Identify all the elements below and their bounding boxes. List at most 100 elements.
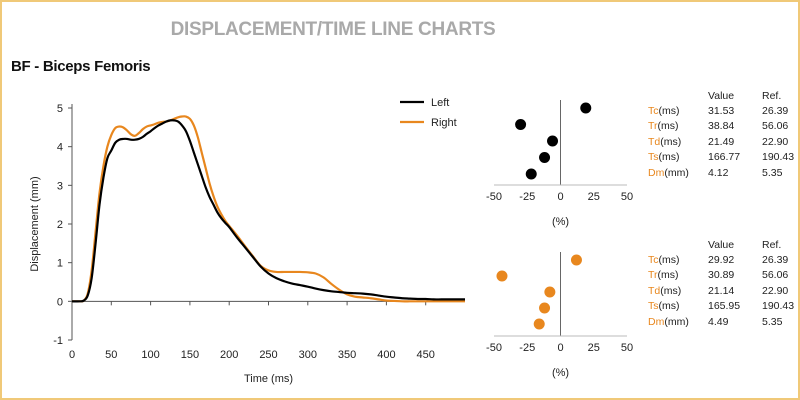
param-label: Ts: [648, 151, 659, 164]
series-line-right: [71, 115, 465, 303]
scatter-point-ts: [539, 152, 551, 163]
table-row: Ts(ms) 166.77 190.43: [648, 150, 794, 166]
y-tick-label: 1: [57, 258, 63, 270]
value-cell: 4.49: [708, 315, 729, 328]
legend-label-right: Right: [431, 117, 457, 129]
x-tick-label: 100: [141, 349, 159, 361]
y-tick-label: 0: [57, 296, 63, 308]
x-tick-label: 350: [338, 349, 356, 361]
scatter-tick-label: -50: [486, 191, 502, 203]
param-label: Tc: [648, 104, 659, 117]
table-row: Tr(ms) 30.89 56.06: [648, 268, 794, 284]
scatter-point-ts: [539, 302, 551, 314]
unit-label: (ms): [658, 151, 680, 164]
ref-cell: 56.06: [762, 120, 789, 133]
table-header-row: Value Ref.: [648, 88, 794, 103]
value-cell: 4.12: [708, 166, 729, 179]
y-tick-label: 5: [57, 103, 63, 115]
table-row: Td(ms) 21.14 22.90: [648, 283, 794, 299]
table-row: Dm(mm) 4.12 5.35: [648, 165, 794, 181]
scatter-left-x-label: (%): [552, 216, 569, 228]
x-tick-label: 400: [377, 349, 395, 361]
x-tick-label: 50: [105, 349, 117, 361]
y-tick-label: -1: [53, 335, 63, 347]
y-tick-label: 4: [57, 142, 63, 154]
value-cell: 165.95: [708, 300, 741, 313]
stats-table-right: Value Ref. Tc(ms) 29.92 26.39 Tr(ms) 30.…: [648, 237, 794, 330]
unit-label: (mm): [664, 166, 689, 179]
ref-cell: 56.06: [762, 269, 789, 282]
page-title: DISPLACEMENT/TIME LINE CHARTS: [170, 19, 496, 40]
x-tick-label: 150: [181, 349, 199, 361]
value-cell: 166.77: [708, 151, 741, 164]
scatter-left: (%) -50 -25 0 25 50: [486, 100, 633, 228]
stats-table-left: Value Ref. Tc(ms) 31.53 26.39 Tr(ms) 38.…: [648, 88, 794, 181]
scatter-point-tr: [515, 119, 527, 130]
param-label: Tc: [648, 253, 659, 266]
scatter-tick-label: 25: [588, 342, 600, 354]
unit-label: (ms): [660, 135, 682, 148]
ref-cell: 26.39: [762, 104, 789, 117]
series-line-left: [71, 119, 465, 303]
ref-header: Ref.: [762, 238, 782, 251]
unit-label: (ms): [658, 300, 680, 313]
x-tick-label: 300: [299, 349, 317, 361]
scatter-tick-label: 0: [557, 191, 563, 203]
x-tick-label: 200: [220, 349, 238, 361]
value-header: Value: [708, 89, 735, 102]
scatter-right-x-label: (%): [552, 367, 569, 379]
scatter-point-tc: [570, 254, 582, 266]
y-tick-label: 2: [57, 219, 63, 231]
table-row: Ts(ms) 165.95 190.43: [648, 299, 794, 315]
ref-cell: 5.35: [762, 315, 783, 328]
scatter-tick-label: 50: [621, 191, 633, 203]
unit-label: (mm): [664, 315, 689, 328]
ref-cell: 22.90: [762, 135, 789, 148]
section-title: BF - Biceps Femoris: [11, 58, 151, 75]
value-cell: 21.14: [708, 284, 735, 297]
x-tick-label: 450: [417, 349, 435, 361]
y-axis-label: Displacement (mm): [29, 176, 41, 271]
param-label: Tr: [648, 120, 658, 133]
table-row: Td(ms) 21.49 22.90: [648, 134, 794, 150]
value-cell: 29.92: [708, 253, 735, 266]
value-cell: 21.49: [708, 135, 735, 148]
ref-cell: 26.39: [762, 253, 789, 266]
table-row: Tc(ms) 29.92 26.39: [648, 252, 794, 268]
value-cell: 30.89: [708, 269, 735, 282]
scatter-point-tr: [496, 270, 508, 282]
param-label: Tr: [648, 269, 658, 282]
param-label: Td: [648, 135, 661, 148]
table-row: Tr(ms) 38.84 56.06: [648, 119, 794, 135]
scatter-tick-label: 0: [557, 342, 563, 354]
scatter-tick-label: 25: [588, 191, 600, 203]
x-tick-label: 0: [69, 349, 75, 361]
param-label: Dm: [648, 315, 665, 328]
table-row: Tc(ms) 31.53 26.39: [648, 103, 794, 119]
value-header: Value: [708, 238, 735, 251]
table-header-row: Value Ref.: [648, 237, 794, 252]
param-label: Ts: [648, 300, 659, 313]
ref-cell: 190.43: [762, 151, 795, 164]
scatter-point-dm: [525, 168, 537, 180]
scatter-right: (%) -50 -25 0 25 50: [486, 252, 633, 379]
unit-label: (ms): [657, 269, 679, 282]
scatter-tick-label: -25: [519, 191, 535, 203]
x-axis-label: Time (ms): [244, 373, 293, 385]
scatter-tick-label: 50: [621, 342, 633, 354]
scatter-point-td: [544, 286, 556, 298]
param-label: Dm: [648, 166, 665, 179]
scatter-point-td: [547, 135, 559, 147]
unit-label: (ms): [658, 253, 680, 266]
scatter-point-dm: [533, 318, 545, 330]
scatter-tick-label: -50: [486, 342, 502, 354]
ref-cell: 5.35: [762, 166, 783, 179]
value-cell: 31.53: [708, 104, 735, 117]
value-cell: 38.84: [708, 120, 735, 133]
unit-label: (ms): [660, 284, 682, 297]
param-label: Td: [648, 284, 661, 297]
ref-cell: 190.43: [762, 300, 795, 313]
scatter-point-tc: [580, 102, 592, 114]
